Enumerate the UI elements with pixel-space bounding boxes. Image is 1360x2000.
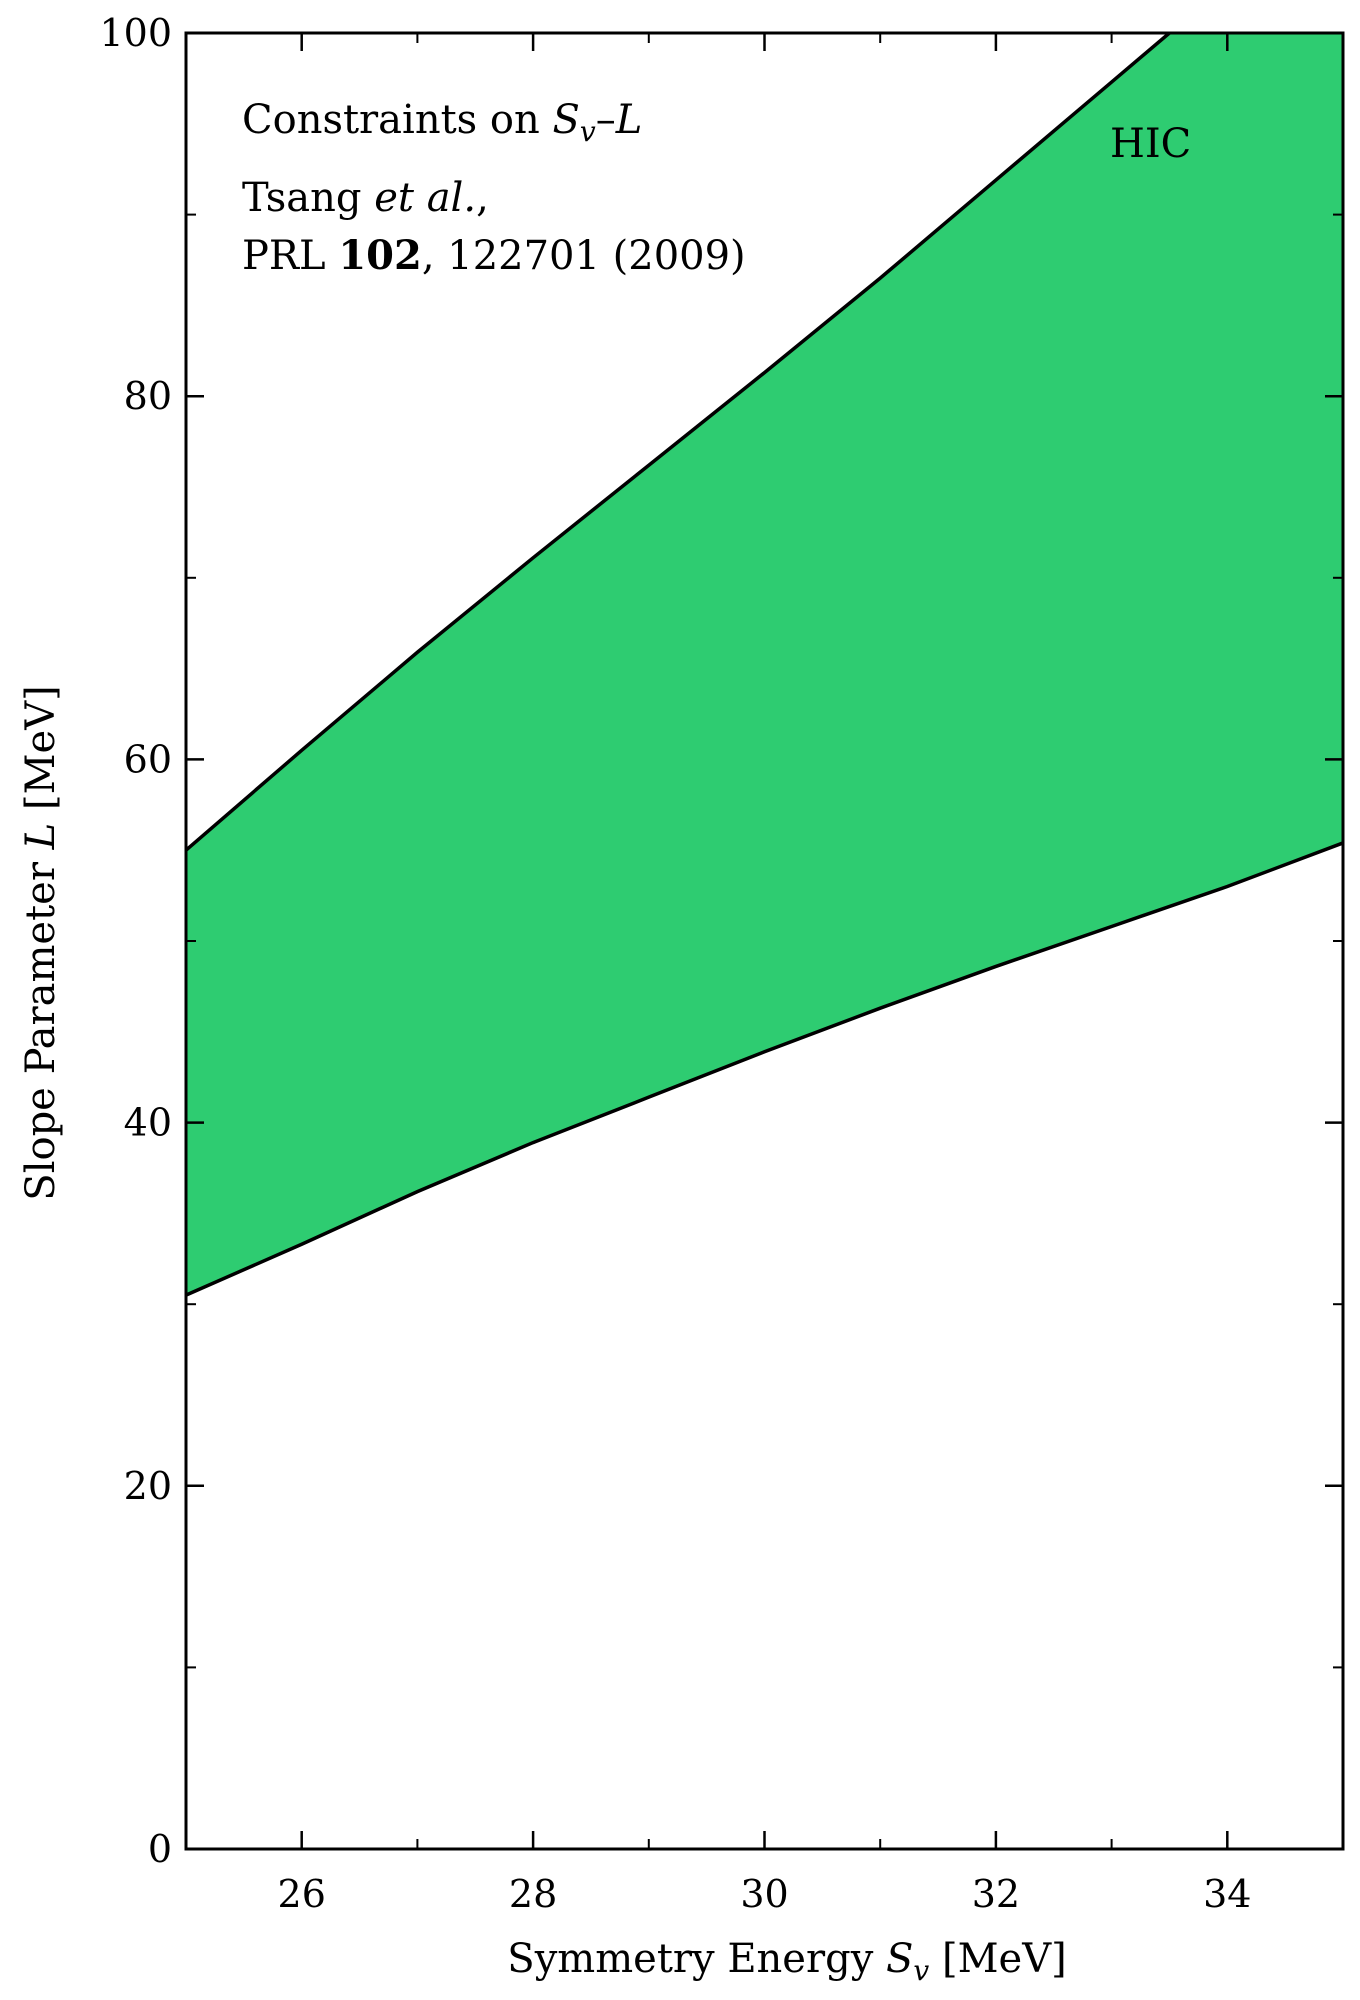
x-tick-label: 32 xyxy=(972,1872,1020,1916)
hic-band-layer xyxy=(184,31,1344,1297)
tick-label-layer: 26 28 30 32 34 0 20 40 60 80 100 xyxy=(99,11,1251,1916)
x-tick-label: 34 xyxy=(1203,1872,1251,1916)
x-tick-label: 26 xyxy=(278,1872,326,1916)
annotation-title: Constraints on Sv–L xyxy=(242,97,642,148)
x-axis-title-symbol: S xyxy=(886,1936,913,1982)
hic-lower-boundary xyxy=(185,841,1344,1297)
y-tick-label: 0 xyxy=(148,1827,172,1871)
hic-band-fill xyxy=(186,33,1343,1296)
x-tick-label: 28 xyxy=(509,1872,557,1916)
y-tick-label: 40 xyxy=(124,1101,172,1145)
annotation-ref-rest: , 122701 (2009) xyxy=(422,233,746,279)
y-tick-label: 60 xyxy=(124,737,172,781)
plot-frame xyxy=(184,31,1345,1851)
annotation-title-s: S xyxy=(552,97,579,143)
y-axis-title-prefix: Slope Parameter xyxy=(18,849,64,1200)
annotation-ref-comma: , xyxy=(476,175,489,221)
x-axis-title: Symmetry Energy Sv [MeV] xyxy=(507,1936,1066,1987)
annotation-title-prefix: Constraints on xyxy=(242,97,552,143)
annotation-ref-volume: 102 xyxy=(338,232,422,279)
annotation-reference-line2: PRL 102, 122701 (2009) xyxy=(242,232,746,279)
hic-upper-boundary xyxy=(184,31,1171,852)
annotation-title-dash: – xyxy=(596,97,616,143)
annotation-title-l: L xyxy=(615,97,643,143)
annotation-reference-line1: Tsang et al., xyxy=(242,175,489,221)
annotation-ref-author: Tsang xyxy=(242,175,374,221)
y-axis-title-suffix: [MeV] xyxy=(18,685,64,822)
annotation-title-sub: v xyxy=(580,115,596,148)
x-axis-title-prefix: Symmetry Energy xyxy=(507,1936,886,1982)
annotation-ref-etal: et al. xyxy=(374,175,476,221)
annotation-ref-journal: PRL xyxy=(242,233,338,279)
x-axis-title-sub: v xyxy=(913,1954,929,1987)
band-label-hic: HIC xyxy=(1110,121,1191,167)
x-tick-label: 30 xyxy=(740,1872,788,1916)
y-tick-label: 80 xyxy=(124,374,172,418)
y-axis-title: Slope Parameter L [MeV] xyxy=(18,685,64,1200)
y-axis-title-symbol: L xyxy=(18,823,64,851)
x-axis-title-suffix: [MeV] xyxy=(929,1936,1066,1982)
y-tick-label: 20 xyxy=(124,1464,172,1508)
y-tick-label: 100 xyxy=(99,11,172,55)
